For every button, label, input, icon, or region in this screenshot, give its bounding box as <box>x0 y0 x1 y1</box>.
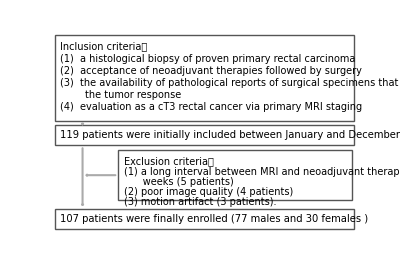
Text: (1) a long interval between MRI and neoadjuvant therapies over 4: (1) a long interval between MRI and neoa… <box>124 167 400 177</box>
Text: 107 patients were finally enrolled (77 males and 30 females ): 107 patients were finally enrolled (77 m… <box>60 214 368 224</box>
Text: Exclusion criteria：: Exclusion criteria： <box>124 156 214 167</box>
Text: the tumor response: the tumor response <box>60 90 182 100</box>
Text: (3) motion artifact (3 patients).: (3) motion artifact (3 patients). <box>124 197 276 207</box>
Text: Inclusion criteria：: Inclusion criteria： <box>60 42 148 52</box>
Text: (1)  a histological biopsy of proven primary rectal carcinoma: (1) a histological biopsy of proven prim… <box>60 54 356 64</box>
Text: (2)  acceptance of neoadjuvant therapies followed by surgery: (2) acceptance of neoadjuvant therapies … <box>60 66 362 76</box>
Bar <box>118 150 352 200</box>
Text: (3)  the availability of pathological reports of surgical specimens that referre: (3) the availability of pathological rep… <box>60 78 400 88</box>
Bar <box>55 125 354 145</box>
Bar <box>55 35 354 121</box>
Text: (4)  evaluation as a cT3 rectal cancer via primary MRI staging: (4) evaluation as a cT3 rectal cancer vi… <box>60 102 362 112</box>
Text: (2) poor image quality (4 patients): (2) poor image quality (4 patients) <box>124 187 293 197</box>
Text: weeks (5 patients): weeks (5 patients) <box>124 177 234 187</box>
Text: 119 patients were initially included between January and December 2012: 119 patients were initially included bet… <box>60 130 400 140</box>
Bar <box>55 209 354 229</box>
